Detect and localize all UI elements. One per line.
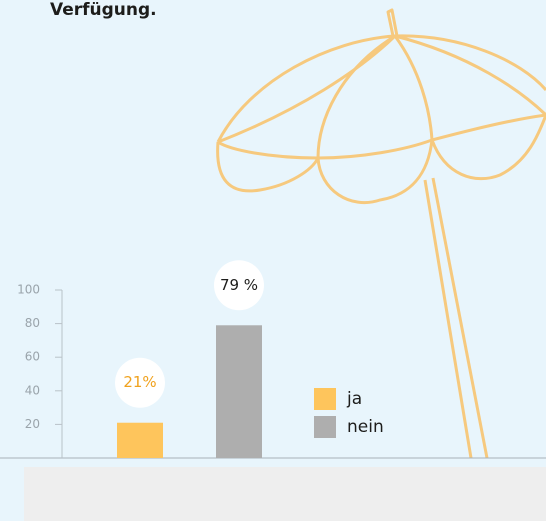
legend-swatch — [314, 388, 336, 410]
umbrella — [216, 8, 546, 459]
bar — [117, 422, 163, 458]
chart-title: Verfügung. — [50, 0, 157, 20]
y-tick-label: 100 — [17, 283, 40, 297]
label-bubble — [115, 357, 165, 408]
value-label: 21% — [123, 373, 156, 391]
y-tick-label: 80 — [25, 316, 40, 330]
label-bubble — [214, 260, 264, 311]
footer-area — [24, 467, 546, 521]
y-tick-label: 20 — [25, 417, 40, 431]
y-tick-label: 60 — [25, 350, 40, 364]
y-tick-label: 40 — [25, 383, 40, 397]
bar — [216, 325, 262, 458]
value-label: 79 % — [220, 276, 258, 294]
legend-swatch — [314, 416, 336, 438]
legend-label: nein — [347, 417, 384, 437]
legend-label: ja — [346, 389, 362, 409]
